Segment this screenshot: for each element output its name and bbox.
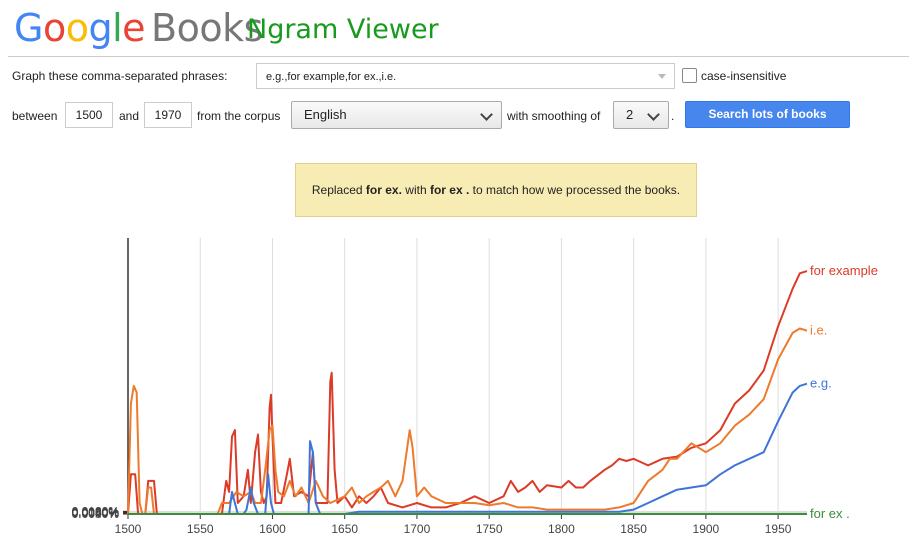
- and-label: and: [119, 109, 140, 123]
- phrases-input-value: e.g.,for example,for ex.,i.e.: [266, 71, 397, 83]
- x-tick-label: 1800: [548, 522, 575, 536]
- period-text: .: [671, 109, 675, 123]
- x-tick-label: 1600: [259, 522, 286, 536]
- x-tick-label: 1850: [620, 522, 647, 536]
- replacement-notice: Replaced for ex. with for ex . to match …: [295, 163, 697, 217]
- y-tick-label: 0.0020%: [72, 507, 120, 521]
- smoothing-select[interactable]: 2: [613, 101, 669, 129]
- case-insensitive-checkbox[interactable]: [682, 68, 697, 83]
- series-line: [128, 382, 808, 515]
- x-tick-label: 1950: [765, 522, 792, 536]
- y-tick-label: 0.0060%: [72, 506, 120, 520]
- y-tick-label: 0.0120%: [72, 504, 120, 518]
- phrases-input[interactable]: e.g.,for example,for ex.,i.e.: [256, 63, 675, 89]
- x-tick-label: 1900: [693, 522, 720, 536]
- notice-from-phrase: for ex.: [365, 183, 402, 197]
- series-line: [127, 327, 808, 515]
- series-label: for ex .: [810, 506, 850, 521]
- header-divider: [8, 56, 909, 57]
- between-label: between: [12, 109, 58, 123]
- series-label: i.e.: [810, 323, 827, 338]
- corpus-select[interactable]: English: [291, 101, 502, 129]
- series-label: for example: [810, 263, 878, 278]
- phrases-dropdown-icon[interactable]: [658, 74, 666, 79]
- series-line: [127, 270, 808, 515]
- smoothing-select-value: 2: [626, 107, 634, 122]
- page-title: Ngram Viewer: [247, 14, 439, 45]
- logo-books-text: Books: [151, 6, 263, 50]
- smoothing-label: with smoothing of: [507, 109, 601, 123]
- x-tick-label: 1750: [476, 522, 503, 536]
- notice-to-phrase: for ex .: [429, 183, 470, 197]
- notice-suffix: to match how we processed the books.: [472, 183, 681, 197]
- end-year-input[interactable]: 1970: [144, 102, 192, 128]
- phrases-label: Graph these comma-separated phrases:: [12, 69, 228, 83]
- start-year-input[interactable]: 1500: [65, 102, 113, 128]
- notice-prefix: Replaced: [311, 183, 363, 197]
- search-button[interactable]: Search lots of books: [685, 101, 850, 128]
- case-insensitive-label[interactable]: case-insensitive: [701, 69, 787, 83]
- y-tick-label: 0.0000%: [72, 507, 120, 521]
- y-tick-label: 0.0080%: [72, 505, 120, 519]
- series-label: e.g.: [810, 376, 832, 391]
- logo-google-text: Google: [14, 6, 146, 50]
- x-tick-label: 1700: [404, 522, 431, 536]
- notice-middle: with: [405, 183, 427, 197]
- google-books-logo[interactable]: Google Books: [14, 6, 263, 50]
- x-tick-label: 1650: [331, 522, 358, 536]
- corpus-label: from the corpus: [197, 109, 281, 123]
- y-tick-label: 0.0040%: [72, 506, 120, 520]
- corpus-select-value: English: [304, 107, 347, 122]
- x-tick-label: 1500: [115, 522, 142, 536]
- x-tick-label: 1550: [187, 522, 214, 536]
- y-tick-label: 0.0100%: [72, 505, 120, 519]
